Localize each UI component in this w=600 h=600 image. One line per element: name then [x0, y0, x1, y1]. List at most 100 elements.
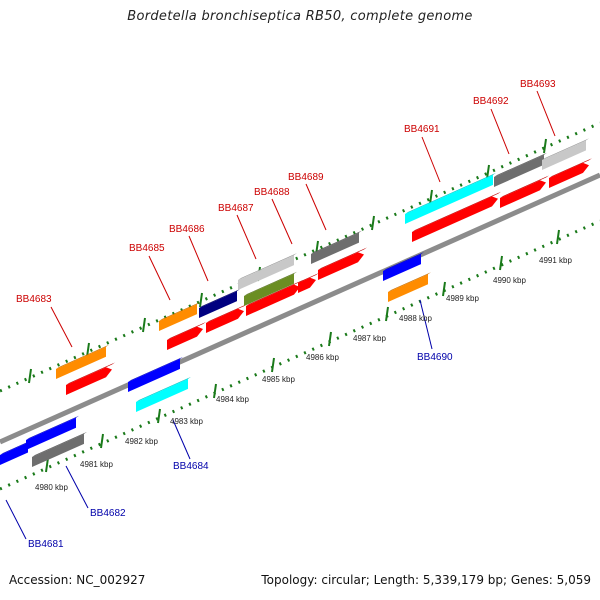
- gene-block-dark-gray[interactable]: [32, 431, 87, 467]
- gene-block-red[interactable]: [66, 362, 115, 395]
- gene-block-red[interactable]: [298, 272, 319, 293]
- gene-label-bb4684[interactable]: BB4684: [173, 461, 209, 472]
- gene-block-red-top: [66, 362, 115, 385]
- gene-block-orange[interactable]: [56, 344, 109, 379]
- topology-text: Topology: circular; Length: 5,339,179 bp…: [261, 573, 591, 587]
- gene-block-blue-top: [128, 356, 183, 382]
- gene-block-red-top: [206, 304, 247, 323]
- lower-major-ticks: [45, 229, 560, 473]
- gene-block-blue-top: [26, 415, 79, 440]
- gene-block-cyan-face: [405, 174, 493, 224]
- gene-block-dark-gray-top: [32, 431, 87, 457]
- gene-block-red-top: [318, 247, 367, 270]
- gene-block-cyan[interactable]: [405, 172, 496, 224]
- gene-block-dark-gray[interactable]: [494, 152, 547, 187]
- gene-block-red-face: [206, 308, 244, 333]
- gene-block-orange-top: [388, 272, 431, 292]
- kbp-label: 4991 kbp: [539, 256, 572, 265]
- gene-block-navy[interactable]: [199, 289, 240, 318]
- gene-block-red-face: [500, 180, 546, 208]
- gene-label-bb4685[interactable]: BB4685: [129, 243, 165, 254]
- gene-block-olive[interactable]: [244, 271, 297, 306]
- gene-block-cyan-face: [136, 378, 188, 412]
- gene-block-dark-gray-top: [494, 152, 547, 177]
- accession-text: Accession: NC_002927: [9, 573, 146, 587]
- gene-block-red-face: [318, 252, 364, 280]
- gene-block-blue-top: [0, 440, 31, 455]
- kbp-label: 4988 kbp: [399, 314, 432, 323]
- gene-block-orange-face: [56, 346, 106, 379]
- gene-block-light-gray[interactable]: [542, 138, 589, 170]
- gene-block-red[interactable]: [167, 321, 206, 350]
- gene-block-red[interactable]: [318, 247, 367, 280]
- gene-block-dark-gray-face: [311, 232, 359, 264]
- kbp-label: 4983 kbp: [170, 417, 203, 426]
- gene-block-blue-face: [26, 417, 76, 450]
- upper-tick-row: [0, 121, 600, 393]
- gene-block-red-top: [167, 321, 206, 340]
- gene-block-cyan[interactable]: [136, 376, 191, 412]
- gene-block-cyan-top: [136, 376, 191, 402]
- gene-block-dark-gray[interactable]: [311, 230, 362, 264]
- gene-block-dark-gray-top: [311, 230, 362, 254]
- gene-block-red[interactable]: [549, 158, 592, 188]
- gene-block-orange-face: [388, 274, 428, 302]
- gene-block-orange[interactable]: [388, 272, 431, 302]
- gene-block-red-face: [246, 284, 300, 316]
- gene-block-orange-top: [159, 302, 200, 321]
- kbp-label: 4989 kbp: [446, 294, 479, 303]
- gene-label-bb4692[interactable]: BB4692: [473, 96, 509, 107]
- gene-blocks: [0, 138, 592, 467]
- gene-block-red-face: [549, 162, 589, 188]
- gene-block-red[interactable]: [412, 191, 501, 242]
- gene-block-blue-face: [128, 358, 180, 392]
- kbp-label: 4985 kbp: [262, 375, 295, 384]
- kbp-label: 4980 kbp: [35, 483, 68, 492]
- gene-block-light-gray[interactable]: [238, 253, 297, 290]
- gene-block-navy-top: [199, 289, 240, 308]
- gene-label-bb4682[interactable]: BB4682: [90, 508, 126, 519]
- gene-block-light-gray-top: [238, 253, 297, 280]
- reverse-leader-lines: [5, 299, 433, 540]
- gene-block-red-top: [298, 272, 319, 283]
- gene-label-bb4687[interactable]: BB4687: [218, 203, 254, 214]
- gene-block-cyan-top: [405, 172, 496, 214]
- gene-block-orange-top: [56, 344, 109, 369]
- gene-block-red-face: [412, 196, 498, 242]
- gene-label-bb4683[interactable]: BB4683: [16, 294, 52, 305]
- kbp-label: 4981 kbp: [80, 460, 113, 469]
- gene-label-bb4686[interactable]: BB4686: [169, 224, 205, 235]
- genome-backbone: [0, 172, 600, 445]
- gene-label-bb4690[interactable]: BB4690: [417, 352, 453, 363]
- gene-block-blue[interactable]: [0, 440, 31, 465]
- lower-tick-row: [0, 219, 600, 491]
- gene-block-red-face: [167, 326, 203, 350]
- forward-leader-lines: [50, 90, 556, 348]
- kbp-label: 4982 kbp: [125, 437, 158, 446]
- gene-block-red[interactable]: [206, 304, 247, 333]
- gene-block-blue[interactable]: [383, 252, 424, 281]
- gene-label-bb4693[interactable]: BB4693: [520, 79, 556, 90]
- gene-label-bb4688[interactable]: BB4688: [254, 187, 290, 198]
- gene-block-orange[interactable]: [159, 302, 200, 331]
- gene-label-bb4681[interactable]: BB4681: [28, 539, 64, 550]
- gene-block-red-face: [66, 367, 112, 395]
- gene-block-red[interactable]: [246, 279, 303, 316]
- gene-label-bb4691[interactable]: BB4691: [404, 124, 440, 135]
- gene-block-blue-face: [0, 442, 28, 465]
- gene-block-olive-top: [244, 271, 297, 296]
- gene-block-light-gray-face: [542, 140, 586, 170]
- gene-block-light-gray-top: [542, 138, 589, 160]
- gene-block-blue[interactable]: [128, 356, 183, 392]
- kbp-label: 4987 kbp: [353, 334, 386, 343]
- gene-block-red[interactable]: [500, 175, 549, 208]
- gene-block-red-top: [246, 279, 303, 306]
- gene-block-orange-face: [159, 304, 197, 331]
- gene-block-red-top: [549, 158, 592, 178]
- gene-label-bb4689[interactable]: BB4689: [288, 172, 324, 183]
- gene-block-blue[interactable]: [26, 415, 79, 450]
- kbp-label: 4984 kbp: [216, 395, 249, 404]
- map-title: Bordetella bronchiseptica RB50, complete…: [127, 9, 473, 24]
- gene-block-blue-face: [383, 254, 421, 281]
